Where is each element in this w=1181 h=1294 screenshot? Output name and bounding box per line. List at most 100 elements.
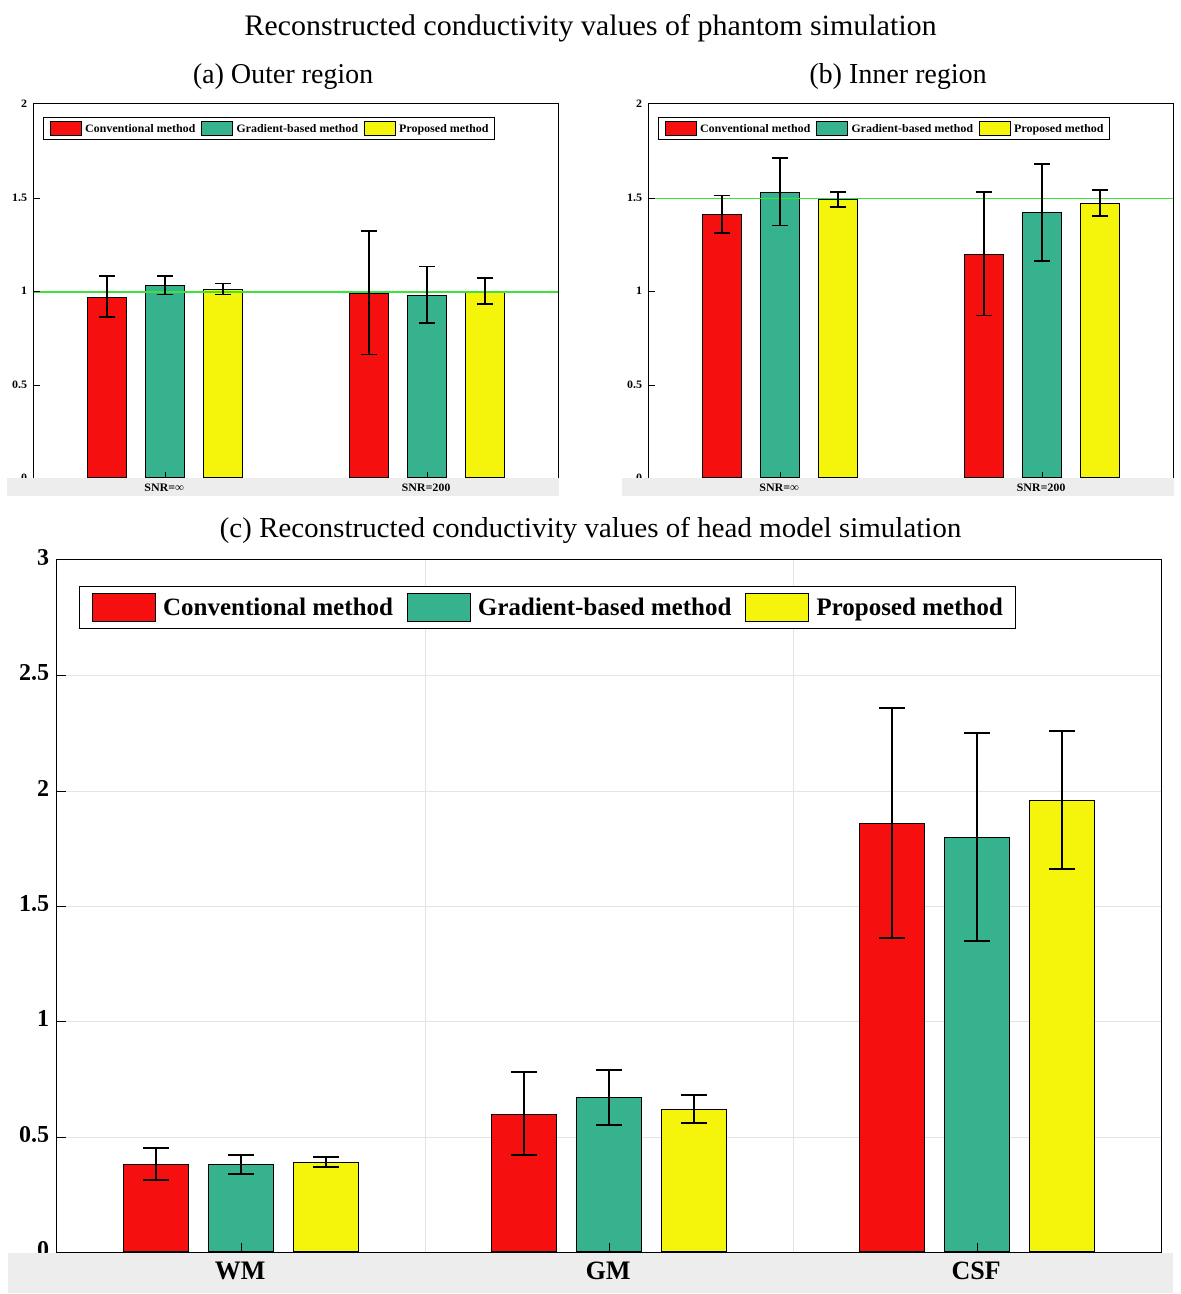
error-bar-cap-bottom	[143, 1179, 169, 1182]
y-tick-label: 0	[21, 470, 27, 484]
x-tick-label: SNR=200	[1016, 480, 1066, 494]
bar	[702, 214, 742, 478]
x-gridline	[425, 560, 426, 1252]
error-bar-cap-top	[511, 1071, 537, 1074]
chart-inner-region: (b) Inner region 0 0.5 1 1.5 2 Conventional …	[622, 52, 1174, 497]
y-axis-tick-labels: 0 0.5 1 1.5 2 2.5 3	[8, 545, 52, 1263]
error-bar-cap-top	[681, 1094, 707, 1097]
error-bar-cap-bottom	[830, 206, 846, 208]
legend-item: Proposed method	[745, 593, 1003, 622]
y-tick-label: 1.5	[19, 891, 49, 917]
bar	[123, 1164, 189, 1252]
legend: Conventional method Gradient-based method…	[43, 117, 496, 140]
plot-area: Conventional method Gradient-based method…	[648, 103, 1174, 479]
y-axis-tick-labels: 0 0.5 1 1.5 2	[7, 96, 30, 484]
legend-item: Gradient-based method	[406, 593, 732, 622]
bar	[208, 1164, 274, 1252]
error-bar-cap-bottom	[215, 293, 231, 296]
error-bar-cap-bottom	[976, 314, 992, 317]
x-axis-tick	[780, 472, 781, 478]
error-bar	[693, 1095, 695, 1123]
error-bar-cap-bottom	[157, 293, 173, 296]
error-bar	[1061, 730, 1063, 870]
legend-swatch	[201, 121, 234, 136]
y-axis-tick	[34, 291, 40, 292]
legend-label: Conventional method	[85, 121, 196, 135]
bar	[1022, 212, 1062, 478]
y-axis-tick	[34, 197, 40, 199]
bar	[145, 285, 185, 478]
error-bar-cap-bottom	[964, 939, 990, 942]
error-bar-cap-top	[1092, 189, 1108, 191]
y-tick-label: 0.5	[12, 376, 27, 391]
y-axis-tick-labels: 0 0.5 1 1.5 2	[622, 96, 645, 484]
y-axis-tick	[649, 291, 655, 292]
bar	[1080, 203, 1120, 478]
plot-area: Conventional method Gradient-based method…	[33, 103, 559, 479]
bar	[293, 1162, 359, 1252]
error-bar	[484, 277, 486, 305]
y-tick-label: 3	[37, 545, 49, 571]
legend-label: Gradient-based method	[851, 121, 974, 135]
y-axis-tick	[57, 1136, 66, 1138]
y-tick-label: 0	[636, 470, 642, 484]
chart-inner-region-title: (b) Inner region	[809, 59, 987, 90]
error-bar-cap-top	[1034, 163, 1050, 165]
chart-head-model: 0 0.5 1 1.5 2 2.5 3 Conventional method Gradien…	[8, 545, 1173, 1293]
error-bar-cap-top	[99, 275, 115, 277]
y-tick-label: 1	[37, 1006, 49, 1033]
error-bar-cap-top	[772, 157, 788, 159]
x-tick-label: SNR=∞	[759, 480, 799, 494]
x-axis-tick	[241, 1243, 242, 1252]
error-bar-cap-top	[313, 1156, 339, 1159]
legend-label: Conventional method	[163, 593, 393, 621]
error-bar-cap-bottom	[879, 937, 905, 940]
y-axis-tick	[57, 1021, 66, 1023]
y-axis-tick	[649, 197, 655, 199]
error-bar-cap-top	[830, 191, 846, 193]
legend-swatch	[92, 593, 156, 622]
x-tick-label: WM	[214, 1256, 266, 1285]
y-gridline	[57, 906, 1161, 907]
error-bar-cap-top	[228, 1154, 254, 1157]
legend: Conventional method Gradient-based method…	[79, 586, 1016, 629]
y-tick-label: 2	[37, 775, 49, 802]
error-bar	[426, 266, 428, 323]
x-axis-tick	[427, 472, 428, 478]
error-bar-cap-top	[419, 265, 435, 268]
bar	[1029, 799, 1095, 1252]
error-bar-cap-bottom	[596, 1124, 622, 1127]
y-tick-label: 2	[21, 96, 27, 110]
error-bar	[325, 1157, 327, 1167]
y-tick-label: 0.5	[19, 1121, 49, 1148]
bar	[818, 199, 858, 478]
legend-label: Gradient-based method	[477, 593, 732, 621]
error-bar	[779, 158, 781, 226]
legend-item: Proposed method	[364, 121, 488, 136]
error-bar-cap-bottom	[361, 353, 377, 356]
legend-swatch	[816, 121, 849, 136]
error-bar-cap-top	[143, 1147, 169, 1150]
error-bar-cap-top	[1049, 729, 1075, 732]
error-bar	[155, 1148, 157, 1181]
legend-item: Conventional method	[50, 121, 195, 136]
y-tick-label: 1.5	[12, 189, 27, 204]
y-gridline	[57, 1021, 1161, 1023]
y-gridline	[57, 790, 1161, 792]
x-axis-tick	[165, 472, 166, 478]
legend-swatch	[979, 121, 1012, 136]
bar	[661, 1109, 727, 1252]
legend-swatch	[50, 121, 82, 136]
error-bar-cap-top	[361, 230, 377, 232]
legend-swatch	[364, 121, 397, 136]
error-bar-cap-top	[976, 191, 992, 193]
bar	[407, 294, 447, 478]
error-bar-cap-bottom	[1049, 868, 1075, 871]
y-axis-tick	[57, 675, 66, 677]
x-axis-tick	[609, 1243, 610, 1252]
legend-swatch	[406, 593, 471, 622]
error-bar-cap-bottom	[681, 1121, 707, 1124]
y-tick-label: 2	[636, 96, 642, 110]
chart-outer-region-body: 0 0.5 1 1.5 2 Conventional method Gradient-ba…	[7, 96, 559, 497]
